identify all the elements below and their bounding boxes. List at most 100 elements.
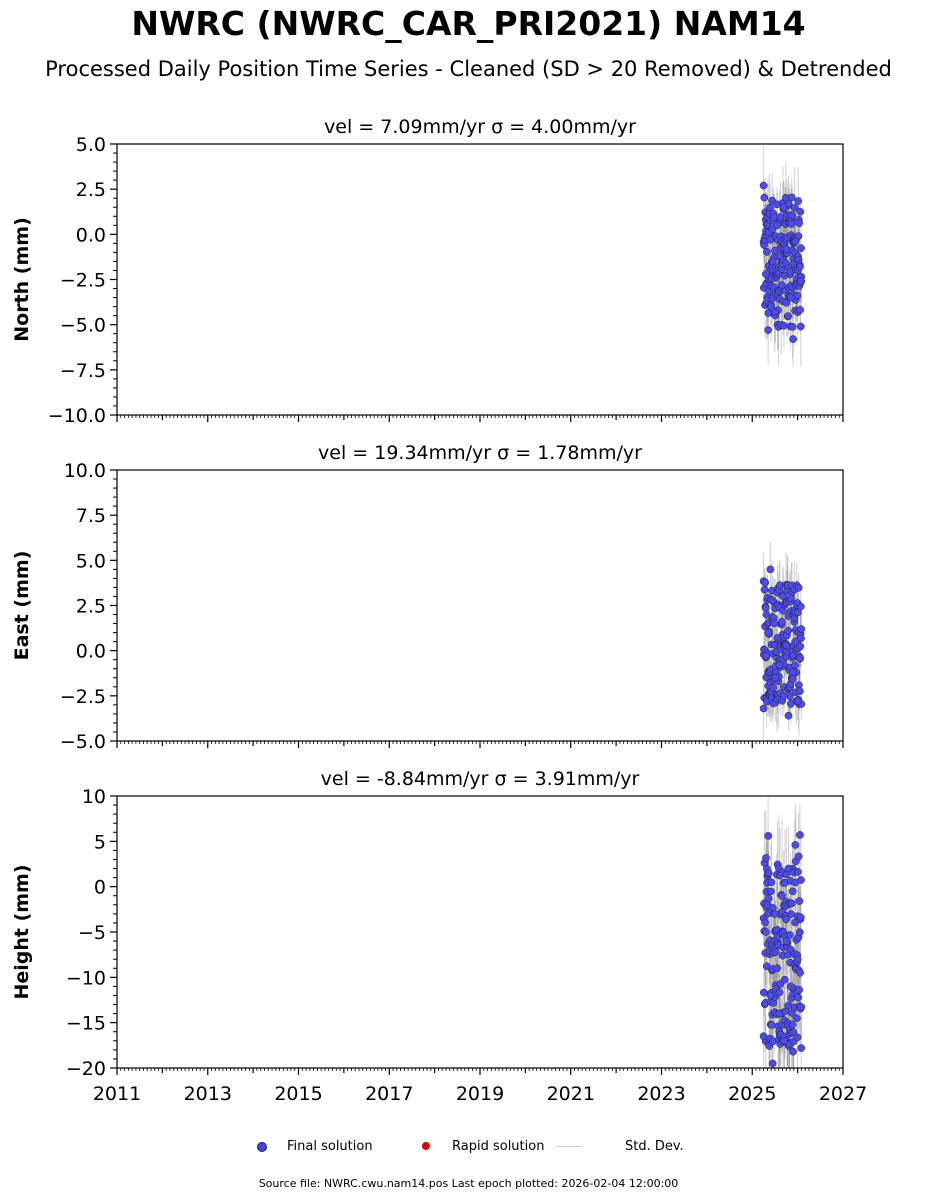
data-point bbox=[784, 711, 793, 720]
data-point bbox=[764, 628, 772, 637]
data-point bbox=[764, 832, 772, 840]
data-point bbox=[796, 642, 805, 651]
data-point bbox=[769, 683, 778, 692]
data-point bbox=[797, 244, 805, 252]
data-point bbox=[796, 968, 804, 977]
x-tick-label: 2019 bbox=[456, 1083, 504, 1105]
data-point bbox=[762, 854, 770, 862]
data-point bbox=[780, 321, 788, 330]
data-point bbox=[796, 602, 805, 611]
panel-title-0: vel = 7.09mm/yr σ = 4.00mm/yr bbox=[324, 116, 636, 138]
y-tick-label: −2.5 bbox=[60, 686, 106, 708]
data-point bbox=[771, 947, 780, 956]
data-point bbox=[761, 578, 770, 587]
data-point bbox=[789, 668, 797, 677]
data-point bbox=[764, 869, 773, 878]
y-tick-label: −2.5 bbox=[60, 270, 106, 292]
axes-frame-0 bbox=[116, 143, 844, 416]
data-point bbox=[794, 583, 803, 592]
axes-frame-1 bbox=[116, 469, 844, 742]
data-point bbox=[761, 918, 769, 927]
y-tick-label: 2.5 bbox=[76, 596, 106, 618]
legend-final-label: Final solution bbox=[287, 1139, 373, 1154]
data-point bbox=[791, 661, 799, 670]
data-point bbox=[797, 1003, 806, 1011]
data-point bbox=[760, 193, 769, 202]
data-point bbox=[777, 891, 786, 900]
data-point bbox=[782, 244, 791, 253]
data-point bbox=[771, 673, 779, 682]
y-tick-label: −5.0 bbox=[60, 731, 106, 753]
data-point bbox=[759, 988, 768, 997]
data-point bbox=[762, 928, 770, 936]
data-point bbox=[784, 864, 793, 873]
data-point bbox=[773, 221, 782, 230]
data-point bbox=[762, 270, 770, 278]
data-point bbox=[771, 308, 779, 316]
data-point bbox=[780, 691, 788, 700]
data-point bbox=[794, 852, 803, 861]
data-point bbox=[761, 604, 770, 612]
rapid-marker-icon bbox=[422, 1142, 430, 1150]
x-tick-label: 2013 bbox=[184, 1083, 232, 1105]
data-point bbox=[794, 993, 803, 1002]
data-point bbox=[766, 991, 775, 1000]
x-tick-label: 2025 bbox=[728, 1083, 776, 1105]
data-point bbox=[788, 1020, 797, 1029]
data-point bbox=[782, 298, 791, 307]
y-tick-label: 0.0 bbox=[76, 641, 106, 663]
data-point bbox=[775, 988, 784, 997]
x-tick-label: 2015 bbox=[274, 1083, 322, 1105]
data-point bbox=[771, 910, 779, 918]
data-point bbox=[786, 293, 795, 302]
data-point bbox=[780, 975, 789, 984]
data-point bbox=[768, 1059, 777, 1068]
data-point bbox=[796, 207, 805, 216]
data-point bbox=[794, 197, 803, 205]
data-point bbox=[764, 894, 773, 903]
y-tick-label: 0 bbox=[94, 877, 106, 899]
data-point bbox=[795, 687, 804, 696]
data-point bbox=[767, 1021, 776, 1029]
data-point bbox=[793, 291, 802, 300]
data-point bbox=[787, 193, 796, 202]
axes-frame-2 bbox=[116, 795, 844, 1069]
data-point bbox=[796, 263, 804, 271]
y-tick-label: 5 bbox=[94, 831, 106, 853]
y-axis-label-0: North (mm) bbox=[11, 217, 33, 342]
source-footer: Source file: NWRC.cwu.nam14.pos Last epo… bbox=[258, 1177, 679, 1190]
data-point bbox=[793, 697, 802, 706]
plot-area-2 bbox=[759, 796, 806, 1068]
data-point bbox=[760, 585, 769, 594]
data-point bbox=[796, 654, 804, 662]
data-point bbox=[786, 931, 794, 939]
data-point bbox=[762, 652, 770, 660]
data-point bbox=[764, 326, 772, 334]
data-point bbox=[796, 322, 805, 331]
plot-area-1 bbox=[759, 541, 806, 740]
page-title: NWRC (NWRC_CAR_PRI2021) NAM14 bbox=[131, 4, 806, 43]
data-point bbox=[775, 1009, 784, 1018]
data-point bbox=[775, 252, 784, 260]
data-point bbox=[787, 910, 795, 918]
legend: Final solution Rapid solution Std. Dev. bbox=[0, 1138, 937, 1158]
data-point bbox=[773, 634, 782, 642]
data-point bbox=[793, 955, 802, 964]
data-point bbox=[792, 1014, 801, 1023]
data-point bbox=[796, 831, 804, 839]
x-tick-label: 2017 bbox=[365, 1083, 413, 1105]
data-point bbox=[791, 637, 800, 646]
data-point bbox=[768, 257, 777, 266]
data-point bbox=[797, 634, 805, 643]
data-point bbox=[795, 219, 803, 228]
data-point bbox=[766, 235, 775, 244]
x-tick-label: 2021 bbox=[547, 1083, 595, 1105]
y-tick-label: 0.0 bbox=[76, 224, 106, 246]
data-point bbox=[789, 335, 797, 343]
data-point bbox=[784, 626, 793, 635]
data-point bbox=[770, 619, 779, 628]
data-point bbox=[791, 841, 800, 849]
data-point bbox=[787, 220, 796, 228]
data-point bbox=[789, 1028, 798, 1036]
y-axis-label-2: Height (mm) bbox=[11, 864, 33, 999]
